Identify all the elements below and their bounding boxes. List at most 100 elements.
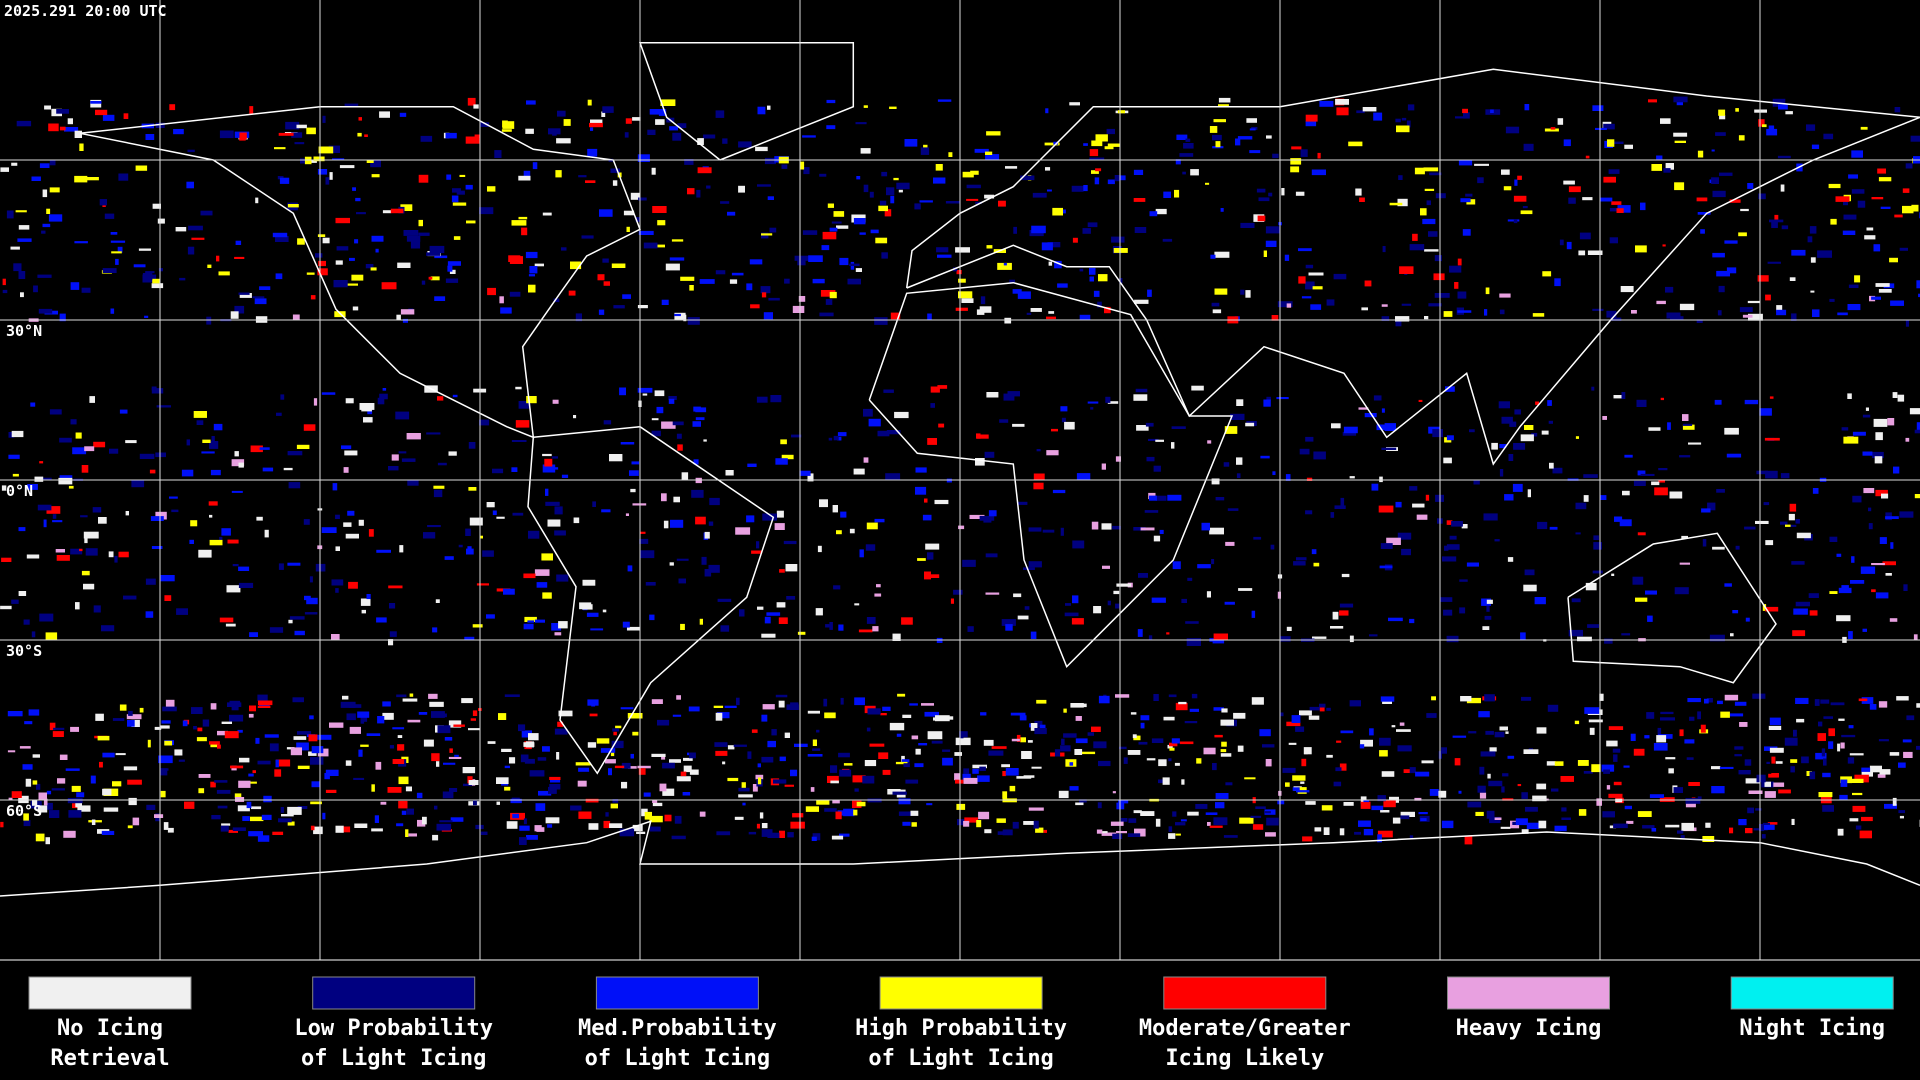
icing-patch [19,746,31,749]
icing-patch [1837,743,1841,752]
icing-patch [114,555,118,563]
icing-patch [1220,749,1227,753]
icing-patch [1484,615,1492,620]
icing-patch [264,734,279,738]
icing-patch [1466,199,1476,205]
icing-patch [511,440,527,442]
icing-patch [1457,310,1472,313]
icing-patch [914,203,921,210]
icing-patch [1082,228,1091,234]
icing-patch [1072,595,1079,604]
icing-patch [1211,302,1220,307]
icing-patch [1336,740,1342,743]
icing-patch [1871,197,1884,200]
icing-patch [1898,762,1906,768]
icing-patch [582,604,593,610]
icing-patch [599,209,613,217]
icing-patch [1424,249,1439,252]
icing-patch [1383,800,1396,808]
icing-patch [467,546,472,552]
icing-patch [366,733,381,736]
icing-patch [911,735,919,740]
icing-patch [759,812,764,819]
icing-patch [643,792,651,797]
icing-patch [910,810,919,816]
icing-patch [1483,513,1498,521]
icing-patch [1386,537,1401,545]
icing-patch [889,722,905,731]
icing-patch [1843,436,1859,444]
icing-patch [1513,219,1518,224]
icing-patch [1118,175,1126,181]
icing-patch [1851,150,1863,158]
icing-patch [110,308,115,314]
icing-patch [946,478,952,483]
icing-patch [1875,432,1883,441]
icing-patch [1045,108,1049,114]
icing-patch [498,713,507,720]
icing-patch [83,583,95,590]
icing-patch [1894,214,1903,218]
icing-patch [169,104,176,111]
icing-patch [865,544,876,551]
icing-patch [838,752,850,758]
icing-patch [81,465,89,473]
icing-patch [138,248,151,251]
icing-patch [325,769,339,776]
icing-patch [1107,600,1111,606]
icing-patch [472,624,483,628]
icing-patch [1369,634,1378,637]
icing-patch [984,829,992,834]
icing-patch [1462,108,1468,114]
icing-patch [1578,250,1586,256]
icing-patch [115,753,126,756]
icing-patch [1505,126,1520,134]
icing-patch [1487,773,1491,779]
icing-patch [1854,774,1869,783]
icing-patch [1914,494,1920,499]
icing-patch [1686,757,1694,760]
icing-patch [787,832,794,838]
icing-patch [197,727,203,732]
icing-patch [1187,577,1193,581]
icing-patch [976,820,982,828]
icing-patch [924,571,931,580]
icing-patch [601,111,606,117]
icing-patch [626,226,630,232]
icing-patch [1841,585,1849,589]
icing-patch [325,177,330,185]
icing-patch [1584,707,1600,714]
icing-patch [1484,694,1495,702]
icing-patch [1215,793,1229,799]
icing-patch [262,467,274,472]
icing-patch [433,485,445,489]
icing-patch [1474,163,1489,166]
icing-patch [1523,749,1539,754]
icing-patch [958,291,973,299]
icing-patch [1031,766,1042,769]
icing-patch [398,800,408,809]
icing-patch [1665,286,1674,293]
icing-patch [1308,715,1320,720]
icing-patch [1702,836,1715,842]
icing-patch [0,605,12,610]
icing-patch [1561,807,1567,812]
icing-patch [1670,316,1684,320]
icing-patch [977,775,990,782]
icing-patch [676,433,682,439]
icing-patch [1250,815,1262,818]
icing-patch [802,135,816,138]
icing-patch [467,776,473,784]
icing-patch [1010,712,1026,716]
icing-patch [550,778,561,783]
icing-patch [1715,132,1726,136]
icing-patch [1575,502,1587,510]
icing-patch [363,717,368,722]
icing-patch [23,813,29,821]
icing-patch [761,292,767,298]
icing-patch [1378,505,1394,513]
icing-patch [1364,413,1377,418]
icing-patch [230,311,239,319]
icing-patch [674,815,682,824]
icing-patch [1739,307,1753,313]
